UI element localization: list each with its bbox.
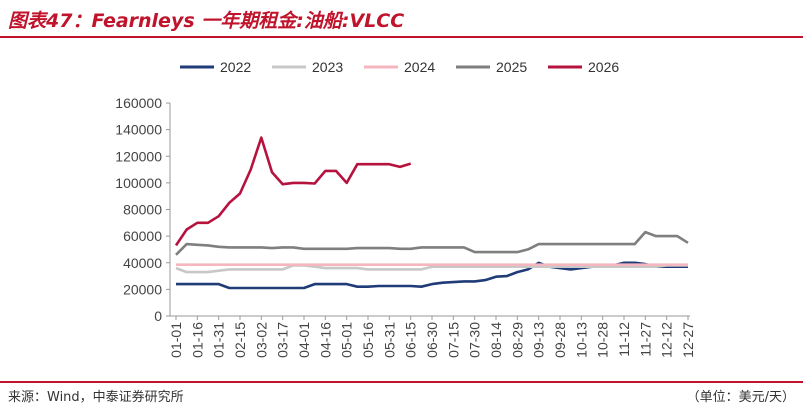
legend-label: 2026: [588, 59, 619, 75]
x-tick-label: 02-15: [232, 322, 248, 358]
unit: （单位：美元/天）: [686, 390, 795, 405]
x-tick-label: 07-15: [445, 322, 461, 358]
x-tick-label: 07-30: [467, 322, 483, 358]
y-tick-label: 80000: [123, 202, 162, 218]
x-tick-label: 04-16: [317, 322, 333, 358]
x-tick-label: 12-12: [659, 322, 675, 358]
x-tick-label: 08-14: [488, 322, 504, 358]
line-series: [174, 136, 412, 247]
y-tick-label: 140000: [115, 122, 162, 138]
y-tick-label: 120000: [115, 148, 162, 164]
x-tick-label: 03-17: [275, 322, 291, 358]
x-tick-label: 01-31: [211, 322, 227, 358]
x-tick-label: 03-02: [253, 322, 269, 358]
x-tick-label: 10-28: [595, 322, 611, 358]
legend-label: 2023: [312, 59, 343, 75]
x-tick-label: 01-16: [189, 322, 205, 358]
y-tick-label: 40000: [123, 255, 162, 271]
x-tick-label: 11-27: [637, 322, 653, 357]
legend-label: 2024: [404, 59, 435, 75]
y-tick-label: 0: [154, 308, 162, 324]
x-tick-label: 06-15: [403, 322, 419, 358]
source: 来源：Wind，中泰证券研究所: [8, 390, 184, 405]
x-tick-label: 12-27: [680, 322, 696, 358]
x-tick-label: 05-01: [339, 322, 355, 358]
x-tick-label: 05-16: [360, 322, 376, 358]
x-tick-label: 09-13: [531, 322, 547, 358]
footer-rule: [0, 381, 803, 383]
title-rule: [0, 36, 803, 38]
line-series: [175, 230, 689, 256]
line-series: [175, 264, 688, 274]
x-tick-label: 09-28: [552, 322, 568, 358]
chart-title: 图表47：Fearnleys 一年期租金:油船:VLCC: [8, 10, 405, 32]
legend-label: 2022: [220, 59, 251, 75]
x-tick-label: 05-31: [381, 322, 397, 358]
x-tick-label: 01-01: [168, 322, 184, 358]
x-tick-label: 06-30: [424, 322, 440, 358]
y-tick-label: 20000: [123, 281, 162, 297]
x-tick-label: 04-01: [296, 322, 312, 358]
x-tick-label: 08-29: [509, 322, 525, 358]
y-tick-label: 160000: [115, 95, 162, 111]
legend-label: 2025: [496, 59, 527, 75]
x-tick-label: 11-12: [616, 322, 632, 357]
y-tick-label: 100000: [115, 175, 162, 191]
y-tick-label: 60000: [123, 228, 162, 244]
x-tick-label: 10-13: [573, 322, 589, 358]
